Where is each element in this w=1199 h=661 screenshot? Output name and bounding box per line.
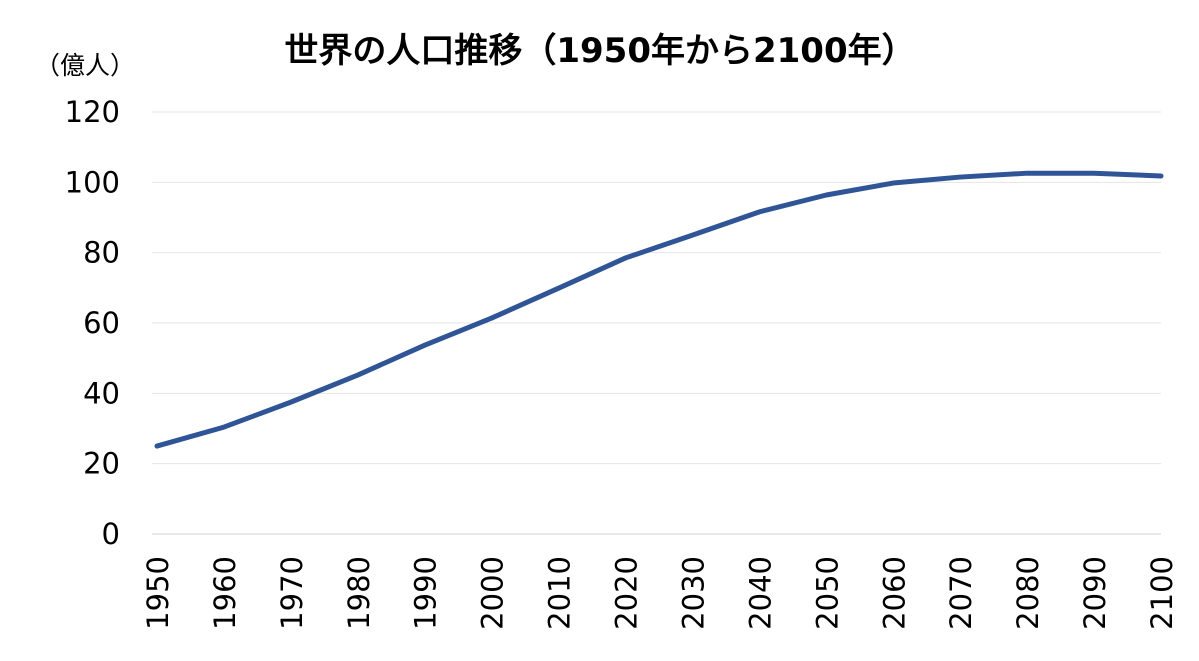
x-tick-label: 2030 xyxy=(676,556,710,630)
y-axis-label: （億人） xyxy=(35,51,135,80)
x-tick-label: 2070 xyxy=(944,556,978,630)
line xyxy=(154,170,1164,449)
x-tick-label: 1990 xyxy=(409,556,443,630)
y-tick-label: 80 xyxy=(83,236,120,270)
x-tick-label: 2010 xyxy=(543,556,577,630)
x-tick-label: 2060 xyxy=(877,556,911,630)
x-tick-label: 2020 xyxy=(610,556,644,630)
x-tick-label: 2080 xyxy=(1011,556,1045,630)
chart-title: 世界の人口推移（1950年から2100年） xyxy=(284,31,915,71)
x-tick-label: 2090 xyxy=(1078,556,1112,630)
y-tick-label: 60 xyxy=(83,306,120,340)
x-tick-label: 1960 xyxy=(208,556,242,630)
x-tick-label: 2040 xyxy=(743,556,777,630)
y-tick-label: 40 xyxy=(83,376,120,410)
y-tick-label: 20 xyxy=(83,447,120,481)
y-tick-label: 100 xyxy=(65,165,120,199)
x-tick-label: 2100 xyxy=(1145,556,1179,630)
x-tick-label: 1950 xyxy=(141,556,175,630)
x-tick-label: 2050 xyxy=(810,556,844,630)
x-tick-label: 1980 xyxy=(342,556,376,630)
y-tick-label: 120 xyxy=(65,95,120,129)
x-tick-label: 2000 xyxy=(476,556,510,630)
x-tick-label: 1970 xyxy=(275,556,309,630)
y-tick-label: 0 xyxy=(102,517,120,551)
